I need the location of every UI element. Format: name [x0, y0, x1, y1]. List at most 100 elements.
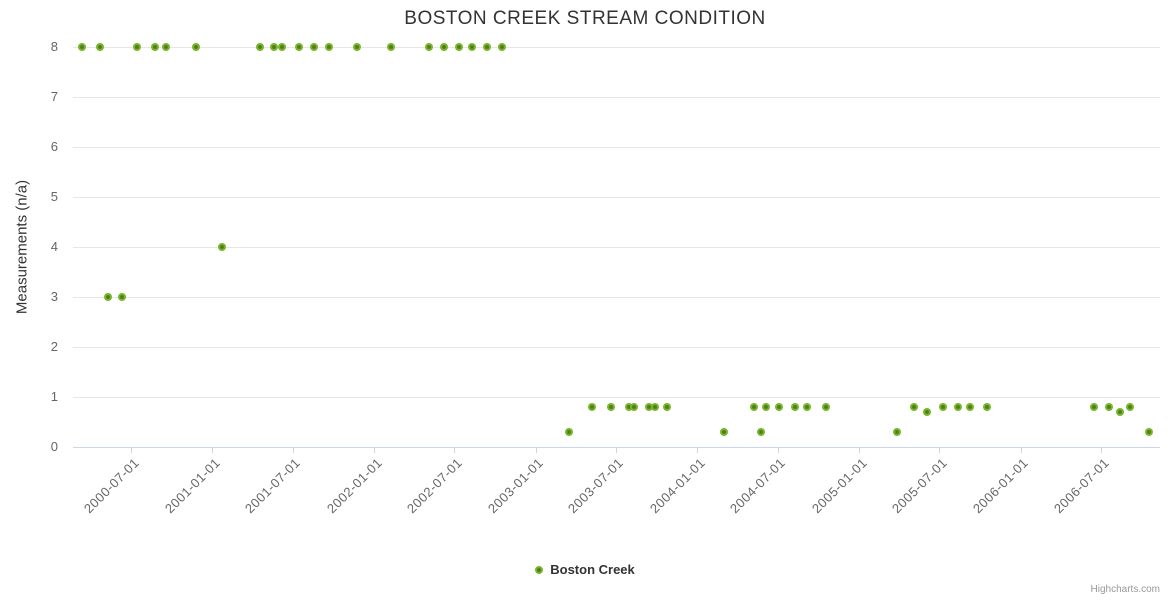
legend-marker-icon — [535, 565, 544, 574]
data-point[interactable] — [132, 43, 141, 51]
x-tick — [1020, 448, 1022, 453]
x-axis-label: 2006-07-01 — [1050, 455, 1112, 517]
data-point[interactable] — [103, 293, 112, 301]
x-tick — [697, 448, 699, 453]
x-axis-line — [73, 447, 1160, 448]
data-point[interactable] — [650, 403, 659, 411]
y-axis-label: 5 — [50, 189, 58, 204]
y-gridline — [73, 297, 1160, 298]
x-tick — [615, 448, 617, 453]
data-point[interactable] — [162, 43, 171, 51]
y-gridline — [73, 347, 1160, 348]
x-tick — [859, 448, 861, 453]
data-point[interactable] — [1104, 403, 1113, 411]
data-point[interactable] — [756, 428, 765, 436]
y-axis-label: 2 — [50, 339, 58, 354]
data-point[interactable] — [565, 428, 574, 436]
x-tick — [374, 448, 376, 453]
data-point[interactable] — [151, 43, 160, 51]
y-axis-label: 7 — [50, 89, 58, 104]
data-point[interactable] — [455, 43, 464, 51]
y-gridline — [73, 147, 1160, 148]
data-point[interactable] — [217, 243, 226, 251]
x-tick — [131, 448, 132, 453]
data-point[interactable] — [624, 403, 633, 411]
x-axis-label: 2000-07-01 — [80, 455, 142, 517]
x-axis-label: 2005-07-01 — [888, 455, 951, 517]
data-point[interactable] — [353, 43, 362, 51]
x-tick — [535, 448, 537, 453]
data-point[interactable] — [923, 408, 931, 416]
chart-title: BOSTON CREEK STREAM CONDITION — [404, 8, 766, 29]
data-point[interactable] — [1144, 428, 1153, 436]
data-point[interactable] — [483, 43, 492, 51]
y-axis-label: 6 — [50, 139, 58, 154]
data-point[interactable] — [468, 43, 477, 51]
x-axis-label: 2003-07-01 — [565, 455, 627, 517]
data-point[interactable] — [269, 43, 278, 51]
x-tick — [939, 448, 941, 453]
legend-label: Boston Creek — [550, 562, 635, 577]
data-point[interactable] — [790, 403, 799, 411]
x-tick — [1101, 448, 1102, 453]
y-axis-label: 4 — [50, 239, 58, 254]
data-point[interactable] — [295, 43, 304, 51]
x-tick — [212, 448, 214, 453]
data-point[interactable] — [588, 403, 597, 411]
data-point[interactable] — [719, 428, 728, 436]
data-point[interactable] — [982, 403, 991, 411]
data-point[interactable] — [892, 428, 901, 436]
legend-item-boston-creek[interactable]: Boston Creek — [0, 562, 1170, 577]
data-point[interactable] — [77, 43, 86, 51]
x-axis-label: 2004-07-01 — [727, 455, 789, 517]
x-axis-label: 2002-01-01 — [323, 455, 385, 517]
data-point[interactable] — [498, 43, 507, 51]
data-point[interactable] — [774, 403, 783, 411]
y-axis-label: 3 — [50, 289, 58, 304]
data-point[interactable] — [310, 43, 319, 51]
x-axis-label: 2003-01-01 — [485, 455, 547, 517]
y-axis-label: 8 — [50, 39, 58, 54]
data-point[interactable] — [607, 403, 616, 411]
data-point[interactable] — [1116, 408, 1125, 416]
x-axis-label: 2001-01-01 — [161, 455, 224, 517]
data-point[interactable] — [325, 43, 334, 51]
x-tick — [292, 448, 294, 453]
data-point[interactable] — [939, 403, 948, 411]
x-axis-label: 2002-07-01 — [403, 455, 465, 517]
data-point[interactable] — [278, 43, 287, 51]
y-gridline — [73, 47, 1160, 48]
data-point[interactable] — [966, 403, 975, 411]
data-point[interactable] — [803, 403, 812, 411]
data-point[interactable] — [387, 43, 396, 51]
data-point[interactable] — [821, 403, 830, 411]
data-point[interactable] — [1090, 403, 1099, 411]
x-axis-label: 2001-07-01 — [242, 455, 304, 517]
data-point[interactable] — [644, 403, 653, 411]
y-gridline — [73, 247, 1160, 248]
data-point[interactable] — [256, 43, 265, 51]
data-point[interactable] — [749, 403, 758, 411]
data-point[interactable] — [663, 403, 672, 411]
data-point[interactable] — [439, 43, 448, 51]
data-point[interactable] — [191, 43, 200, 51]
data-point[interactable] — [909, 403, 918, 411]
x-axis-label: 2005-01-01 — [808, 455, 870, 517]
data-point[interactable] — [954, 403, 962, 411]
y-axis-label: 1 — [50, 389, 58, 404]
data-point[interactable] — [762, 403, 771, 411]
y-gridline — [73, 97, 1160, 98]
x-axis-label: 2004-01-01 — [646, 455, 708, 517]
data-point[interactable] — [95, 43, 104, 51]
y-gridline — [73, 397, 1160, 398]
data-point[interactable] — [1125, 403, 1134, 411]
y-axis-label: 0 — [50, 439, 58, 454]
data-point[interactable] — [630, 403, 639, 411]
x-tick — [777, 448, 779, 453]
y-gridline — [73, 197, 1160, 198]
highcharts-credit-link[interactable]: Highcharts.com — [1090, 584, 1160, 595]
data-point[interactable] — [118, 293, 127, 301]
x-axis-label: 2006-01-01 — [970, 455, 1032, 517]
data-point[interactable] — [425, 43, 434, 51]
